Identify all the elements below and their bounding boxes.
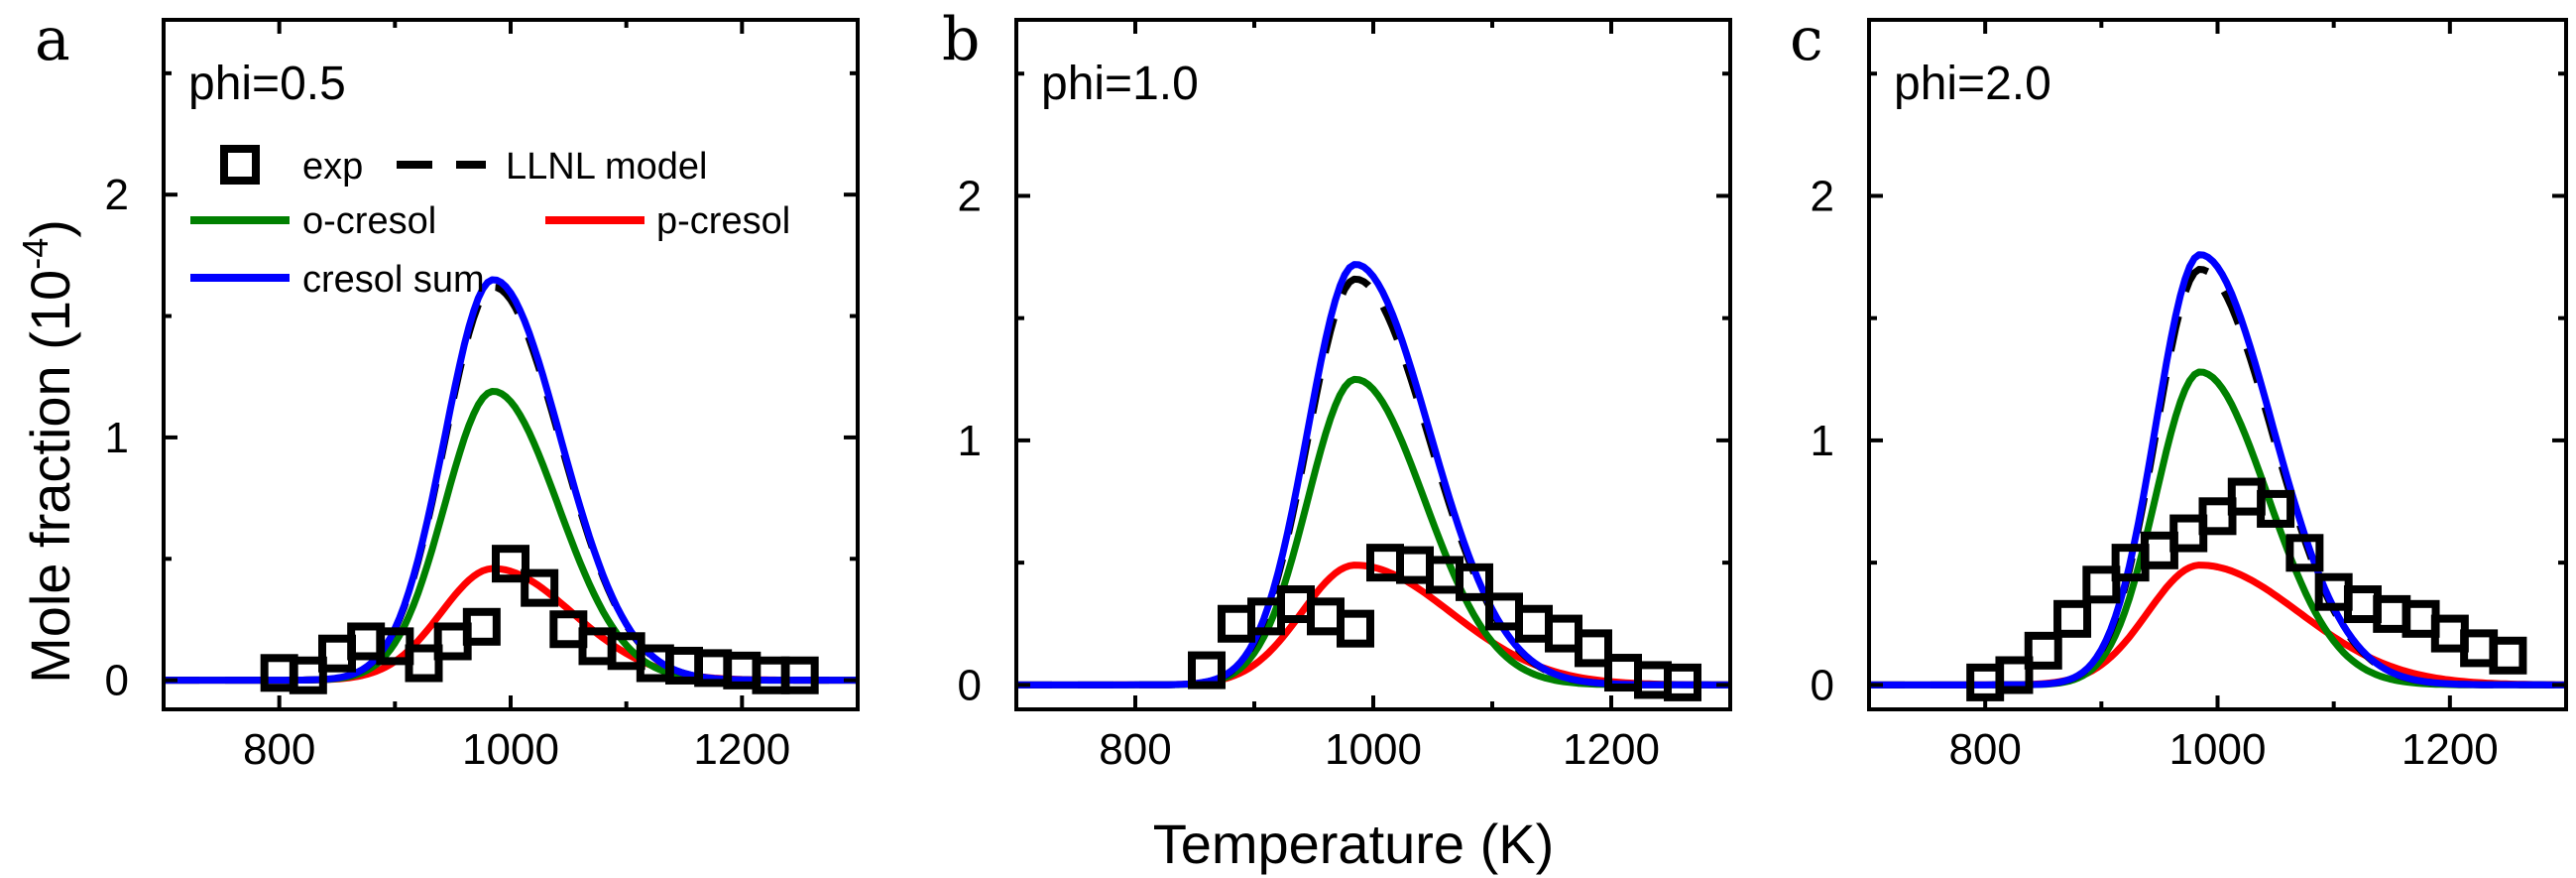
exp-point [2285, 534, 2324, 572]
legend-o-cresol-label: o-cresol [302, 200, 436, 242]
x-tick-label: 1000 [1325, 725, 1422, 774]
exp-point [1634, 661, 1672, 699]
x-tick-label: 1000 [462, 725, 559, 774]
exp-point [1515, 604, 1553, 643]
exp-point [1218, 604, 1255, 643]
panel-label: a [35, 5, 70, 74]
o-cresol-line [164, 388, 858, 685]
y-tick-label: 0 [1811, 661, 1834, 709]
exp-point [1995, 656, 2034, 694]
panel-b: b 800 1000 1200 0 1 2 phi=1.0 [942, 5, 1732, 774]
legend-cresol-sum-label: cresol sum [302, 259, 485, 301]
y-axis-label: Mole fraction (10-4) [15, 219, 81, 684]
plot-area [164, 276, 858, 694]
x-tick-label: 1200 [2401, 725, 2499, 774]
y-axis-label-close: ) [19, 219, 81, 238]
panel-title: phi=2.0 [1894, 58, 2051, 110]
y-tick-label: 2 [105, 171, 129, 219]
exp-point [1307, 597, 1345, 636]
exp-point [1664, 663, 1701, 701]
x-axis-label: Temperature (K) [1153, 813, 1555, 875]
legend-exp-label: exp [302, 146, 363, 188]
cresol-sum-line [164, 276, 858, 685]
plot-frame [1014, 18, 1732, 711]
panel-title: phi=1.0 [1041, 58, 1199, 110]
panel-a: a 800 1000 1200 0 1 2 phi=0.5 [35, 5, 860, 774]
cresol-sum-line [1869, 251, 2566, 689]
exp-point [1396, 546, 1434, 584]
exp-point [2053, 599, 2092, 638]
panel-label: b [942, 5, 980, 74]
x-tick-label: 1200 [693, 725, 790, 774]
exp-point [2489, 636, 2527, 675]
y-axis-label-text: Mole fraction (10 [19, 270, 81, 684]
exp-point [2257, 489, 2295, 528]
x-tick-label: 1200 [1563, 725, 1660, 774]
legend-llnl-label: LLNL model [506, 146, 708, 188]
legend-exp-marker [220, 145, 260, 185]
exp-point [289, 656, 327, 694]
legend: exp LLNL model o-cresol p-cresol cresol … [190, 145, 790, 301]
y-tick-label: 0 [958, 661, 982, 709]
x-tick-label: 800 [1099, 725, 1171, 774]
exp-point [2024, 631, 2062, 670]
exp-point [2082, 565, 2121, 604]
panel-label: c [1790, 5, 1823, 74]
llnl-model-line [164, 283, 858, 685]
exp-point [1545, 614, 1582, 653]
panel-title: phi=0.5 [188, 58, 346, 110]
y-tick-label: 1 [1811, 417, 1834, 465]
exp-point [1456, 563, 1493, 601]
y-tick-label: 2 [1811, 172, 1834, 220]
exp-point [405, 644, 443, 683]
y-axis-label-exponent: -4 [15, 238, 56, 270]
exp-point [492, 545, 529, 583]
panel-c: c 800 1000 1200 0 1 2 phi=2.0 [1790, 5, 2568, 774]
exp-point [521, 568, 559, 607]
plot-area [1869, 251, 2566, 701]
x-tick-label: 800 [243, 725, 315, 774]
exp-point [2198, 497, 2237, 536]
plot-area [1016, 261, 1730, 701]
y-tick-label: 1 [105, 414, 129, 462]
plot-frame [1867, 18, 2568, 711]
exp-point [780, 656, 819, 694]
x-tick-label: 800 [1948, 725, 2021, 774]
x-tick-label: 1000 [2169, 725, 2267, 774]
exp-point [1337, 609, 1374, 648]
y-tick-label: 0 [105, 657, 129, 705]
exp-point [462, 607, 501, 646]
y-tick-label: 1 [958, 417, 982, 465]
exp-point [1575, 629, 1612, 668]
y-tick-label: 2 [958, 172, 982, 220]
exp-point [1188, 651, 1226, 690]
plot-frame [162, 18, 860, 711]
legend-p-cresol-label: p-cresol [656, 200, 790, 242]
